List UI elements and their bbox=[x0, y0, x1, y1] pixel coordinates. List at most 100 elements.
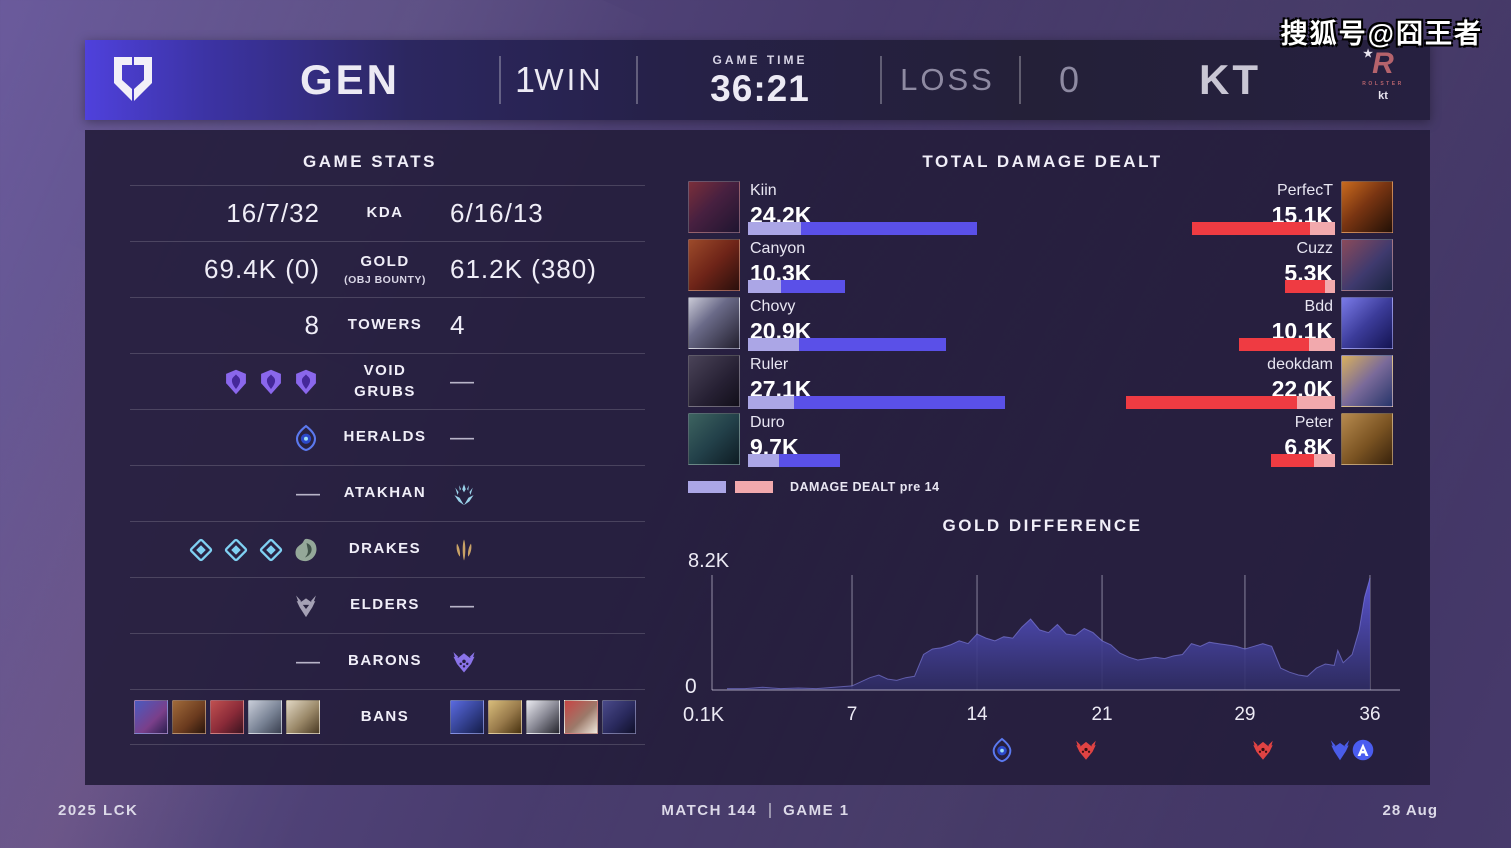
game-stats-section: GAME STATS 16/7/32 KDA 6/16/13 69.4K (0) GOL… bbox=[85, 130, 655, 785]
player-name: Bdd bbox=[1304, 298, 1333, 315]
game-stats-rows: 16/7/32 KDA 6/16/13 69.4K (0) GOLD (OBJ BOUNT… bbox=[130, 185, 645, 745]
damage-bar-main-segment bbox=[1271, 454, 1314, 467]
damage-bar-red bbox=[1192, 222, 1335, 235]
ban-champion-portrait bbox=[488, 700, 522, 734]
player-name: Canyon bbox=[750, 240, 806, 257]
player-portrait bbox=[1341, 413, 1393, 465]
player-portrait bbox=[688, 239, 740, 291]
game-time-value: 36:21 bbox=[710, 68, 810, 109]
damage-bar-pre14-segment bbox=[748, 396, 794, 409]
stat-label-towers: TOWERS bbox=[347, 316, 423, 334]
damage-bar-main-segment bbox=[1285, 280, 1325, 293]
damage-row-left: Ruler 27.1K bbox=[655, 355, 1430, 409]
stat-row-bans: BANS bbox=[130, 689, 645, 745]
player-text-block: Cuzz 5.3K bbox=[1284, 241, 1333, 285]
event-baron-red-icon bbox=[1250, 737, 1276, 763]
damage-bar-blue bbox=[748, 280, 845, 293]
stat-label-atakhan: ATAKHAN bbox=[343, 484, 427, 502]
hextech-drake-icon bbox=[187, 536, 215, 564]
x-tick-label: 21 bbox=[1091, 704, 1113, 725]
stat-row-elders: ELDERS — bbox=[130, 577, 645, 633]
damage-bar-red bbox=[1239, 338, 1335, 351]
kt-rolster-text: ROLSTER bbox=[1362, 81, 1404, 87]
damage-bar-red bbox=[1126, 396, 1335, 409]
bans-left-group bbox=[134, 700, 320, 734]
stat-left-value: — bbox=[296, 647, 320, 675]
player-text-block: Bdd 10.1K bbox=[1272, 299, 1333, 343]
team-left-result: WIN bbox=[534, 62, 604, 97]
damage-bar-main-segment bbox=[1126, 396, 1297, 409]
damage-value: 27.1K bbox=[750, 376, 812, 402]
stat-right-drakes bbox=[450, 536, 645, 564]
damage-bar-red bbox=[1285, 280, 1335, 293]
player-text-block: deokdam 22.0K bbox=[1267, 357, 1333, 401]
footer-match-number: MATCH 144 bbox=[661, 802, 758, 819]
stat-label-void-grubs: VOID GRUBS bbox=[354, 362, 416, 400]
y-axis-base-label: 0.1K bbox=[683, 704, 725, 726]
damage-bar-main-segment bbox=[794, 396, 1005, 409]
stat-sublabel: (OBJ BOUNTY) bbox=[344, 273, 426, 286]
stat-row-void-grubs: VOID GRUBS — bbox=[130, 353, 645, 409]
damage-bar-blue bbox=[748, 454, 840, 467]
bans-right-group bbox=[450, 700, 636, 734]
void-grub-icon bbox=[292, 368, 320, 396]
stat-label-elders: ELDERS bbox=[350, 596, 420, 614]
player-portrait bbox=[688, 181, 740, 233]
stat-row-atakhan: — ATAKHAN bbox=[130, 465, 645, 521]
stat-left-kda: 16/7/32 bbox=[130, 198, 320, 229]
event-baron-red-icon bbox=[1073, 737, 1099, 763]
stat-right-kda: 6/16/13 bbox=[450, 198, 645, 229]
event-herald-blue-icon bbox=[989, 737, 1015, 763]
stat-label-drakes: DRAKES bbox=[348, 540, 422, 558]
elder-icon bbox=[292, 592, 320, 620]
kt-small-text: kt bbox=[1378, 90, 1388, 102]
stat-label-gold: GOLD (OBJ BOUNTY) bbox=[320, 252, 450, 286]
player-text-block: Canyon 10.3K bbox=[750, 241, 811, 285]
ban-champion-portrait bbox=[172, 700, 206, 734]
player-text-block: Kiin 24.2K bbox=[750, 183, 811, 227]
stat-row-kda: 16/7/32 KDA 6/16/13 bbox=[130, 185, 645, 241]
y-axis-zero-label: 0 bbox=[685, 675, 697, 698]
stat-right-value: 6/16/13 bbox=[450, 198, 544, 228]
damage-bar-pre14-segment bbox=[1310, 222, 1335, 235]
damage-bar-main-segment bbox=[781, 280, 845, 293]
baron-icon bbox=[450, 648, 478, 676]
stat-label-bans: BANS bbox=[360, 707, 410, 725]
damage-bar-main-segment bbox=[799, 338, 946, 351]
stat-label-barons: BARONS bbox=[347, 652, 422, 670]
damage-bar-pre14-segment bbox=[748, 222, 801, 235]
damage-bar-blue bbox=[748, 396, 1005, 409]
player-name: Chovy bbox=[750, 298, 796, 315]
footer-league-label: 2025 LCK bbox=[58, 802, 139, 819]
player-portrait bbox=[1341, 239, 1393, 291]
void-grub-icon bbox=[257, 368, 285, 396]
stat-label-kda: KDA bbox=[366, 204, 404, 222]
y-axis-max-label: 8.2K bbox=[688, 550, 730, 572]
legend-label: DAMAGE DEALT pre 14 bbox=[790, 480, 940, 494]
hextech-drake-icon bbox=[222, 536, 250, 564]
damage-bar-pre14-segment bbox=[748, 280, 781, 293]
x-tick-label: 7 bbox=[846, 704, 858, 725]
hextech-drake-icon bbox=[257, 536, 285, 564]
gold-difference-chart bbox=[711, 575, 1400, 691]
damage-value: 22.0K bbox=[1271, 376, 1333, 402]
stat-left-drakes bbox=[130, 536, 320, 564]
void-grub-icon bbox=[222, 368, 250, 396]
gen-team-logo-icon bbox=[105, 53, 161, 112]
team-right-name: KT bbox=[1199, 56, 1261, 103]
stat-row-gold: 69.4K (0) GOLD (OBJ BOUNTY) 61.2K (380) bbox=[130, 241, 645, 297]
player-portrait bbox=[688, 297, 740, 349]
stat-right-gold: 61.2K (380) bbox=[450, 254, 645, 285]
sohu-watermark: 搜狐号@囧王者 bbox=[1280, 19, 1483, 49]
damage-value: 20.9K bbox=[750, 318, 812, 344]
damage-row-right: deokdam 22.0K bbox=[655, 355, 1430, 409]
player-name: Kiin bbox=[750, 182, 777, 199]
stat-right-value: — bbox=[450, 423, 474, 451]
header-divider bbox=[636, 56, 638, 104]
gold-diff-edge-line bbox=[727, 577, 1371, 690]
mountain-drake-icon bbox=[450, 536, 478, 564]
stat-left-value: 16/7/32 bbox=[226, 198, 320, 228]
ban-champion-portrait bbox=[602, 700, 636, 734]
scoreboard-header: GEN 1 WIN GAME TIME 36:21 LOSS 0 KT ★ R R… bbox=[85, 40, 1430, 120]
damage-bar-pre14-segment bbox=[1314, 454, 1335, 467]
